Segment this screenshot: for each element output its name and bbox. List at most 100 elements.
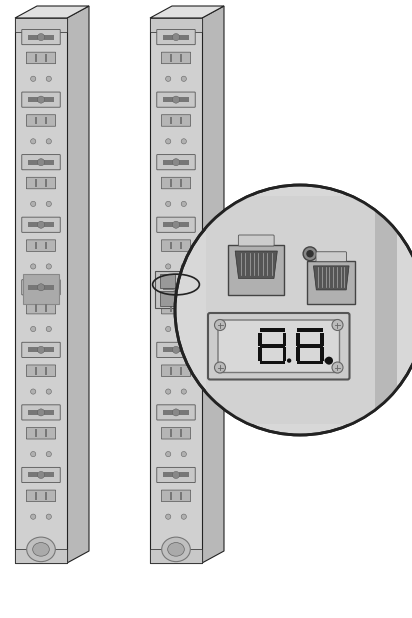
Circle shape — [37, 346, 44, 353]
Bar — [162, 35, 173, 40]
FancyBboxPatch shape — [22, 405, 60, 420]
Circle shape — [37, 96, 44, 103]
Circle shape — [30, 452, 36, 457]
Bar — [170, 430, 172, 437]
Circle shape — [215, 320, 225, 331]
Bar — [28, 285, 38, 290]
FancyBboxPatch shape — [162, 177, 191, 188]
FancyBboxPatch shape — [157, 30, 195, 44]
Bar — [150, 549, 202, 563]
FancyBboxPatch shape — [162, 490, 191, 502]
Bar — [170, 54, 172, 62]
Bar — [44, 347, 54, 352]
FancyBboxPatch shape — [157, 92, 195, 107]
Bar — [28, 222, 38, 227]
Ellipse shape — [168, 543, 184, 556]
Bar — [45, 179, 47, 187]
Circle shape — [303, 247, 317, 261]
Bar — [162, 410, 173, 415]
Circle shape — [37, 284, 44, 291]
Polygon shape — [67, 6, 89, 563]
Bar — [296, 333, 300, 346]
Bar — [160, 274, 175, 289]
Bar — [170, 117, 172, 124]
Bar — [35, 304, 37, 312]
Bar — [44, 410, 54, 415]
Bar — [179, 35, 190, 40]
Bar — [44, 97, 54, 102]
Circle shape — [46, 201, 52, 206]
Bar — [35, 54, 37, 62]
Bar — [179, 159, 190, 164]
Bar — [260, 328, 286, 332]
Circle shape — [166, 514, 171, 519]
Bar — [28, 410, 38, 415]
Polygon shape — [314, 266, 349, 290]
Circle shape — [181, 326, 186, 332]
Bar — [28, 159, 38, 164]
Bar — [45, 367, 47, 375]
Bar — [258, 347, 262, 361]
Bar — [44, 35, 54, 40]
Circle shape — [181, 264, 186, 269]
Circle shape — [181, 389, 186, 394]
Bar — [170, 492, 172, 499]
Circle shape — [46, 138, 52, 144]
FancyBboxPatch shape — [162, 240, 191, 252]
Circle shape — [173, 33, 180, 41]
Bar — [260, 361, 286, 364]
FancyBboxPatch shape — [157, 342, 195, 357]
FancyBboxPatch shape — [26, 115, 56, 126]
Circle shape — [46, 326, 52, 332]
Bar — [180, 54, 182, 62]
FancyBboxPatch shape — [162, 52, 191, 64]
Circle shape — [324, 358, 329, 363]
Circle shape — [46, 452, 52, 457]
Bar — [44, 159, 54, 164]
Bar — [154, 271, 197, 308]
Bar — [180, 179, 182, 187]
FancyBboxPatch shape — [162, 302, 191, 314]
FancyBboxPatch shape — [162, 428, 191, 439]
Bar — [170, 304, 172, 312]
Bar — [35, 242, 37, 250]
FancyBboxPatch shape — [22, 280, 60, 295]
Circle shape — [166, 326, 171, 332]
Circle shape — [173, 409, 180, 416]
Circle shape — [166, 201, 171, 206]
Circle shape — [306, 250, 314, 258]
Circle shape — [30, 326, 36, 332]
Circle shape — [166, 452, 171, 457]
Polygon shape — [15, 6, 89, 18]
Bar — [162, 285, 173, 290]
FancyBboxPatch shape — [316, 252, 346, 261]
Circle shape — [173, 346, 180, 353]
Ellipse shape — [27, 537, 55, 562]
Bar — [170, 179, 172, 187]
Bar — [35, 179, 37, 187]
Bar — [35, 492, 37, 499]
Bar — [321, 347, 324, 361]
Bar — [206, 197, 375, 424]
Bar — [283, 347, 286, 361]
Bar — [180, 304, 182, 312]
Circle shape — [166, 389, 171, 394]
Ellipse shape — [33, 543, 49, 556]
Circle shape — [287, 358, 291, 363]
Bar — [297, 344, 323, 348]
Circle shape — [37, 33, 44, 41]
Bar — [15, 18, 67, 32]
Circle shape — [173, 284, 180, 291]
Bar — [45, 492, 47, 499]
Circle shape — [30, 201, 36, 206]
Circle shape — [30, 264, 36, 269]
Polygon shape — [150, 6, 224, 18]
Circle shape — [46, 264, 52, 269]
Bar — [35, 117, 37, 124]
Bar — [44, 222, 54, 227]
Bar — [150, 18, 202, 32]
Circle shape — [332, 362, 343, 373]
Bar — [28, 97, 38, 102]
Bar — [258, 333, 262, 346]
Circle shape — [166, 138, 171, 144]
